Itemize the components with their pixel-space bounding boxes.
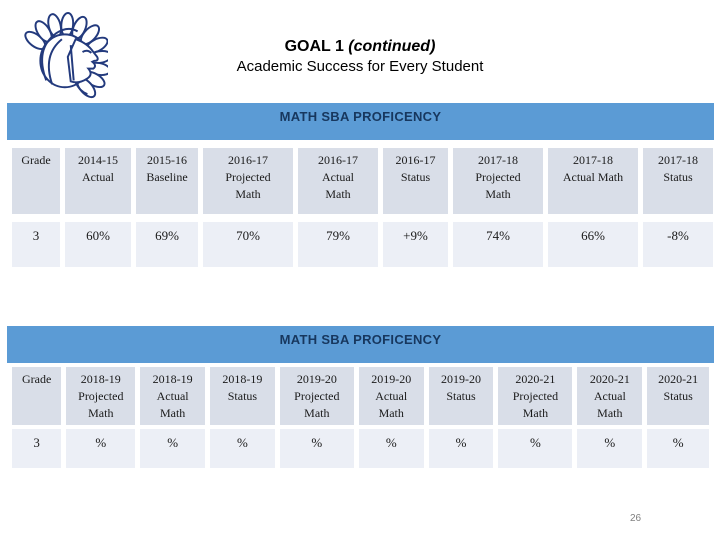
slide-subtitle: Academic Success for Every Student bbox=[236, 58, 484, 75]
slide-title: GOAL 1 (continued) Academic Success for … bbox=[0, 37, 720, 77]
header-cell: 2019-20 Actual Math bbox=[358, 367, 424, 425]
title-goal-text: GOAL 1 bbox=[284, 38, 344, 55]
cell-value: 69% bbox=[136, 222, 198, 267]
header-cell-grade: Grade bbox=[12, 367, 62, 425]
cell-value: % bbox=[210, 429, 275, 468]
math-sba-section-2: MATH SBA PROFICENCY Grade 2018-19 Projec… bbox=[7, 326, 714, 472]
table2-banner: MATH SBA PROFICENCY bbox=[7, 326, 714, 363]
header-cell: 2018-19 Actual Math bbox=[140, 367, 206, 425]
page-number: 26 bbox=[630, 513, 642, 524]
table2-header-row: Grade 2018-19 Projected Math 2018-19 Act… bbox=[12, 367, 709, 425]
cell-grade: 3 bbox=[12, 222, 60, 267]
cell-value: 70% bbox=[203, 222, 293, 267]
header-cell: 2020-21 Status bbox=[647, 367, 709, 425]
slide-title-line1: GOAL 1 (continued) bbox=[0, 37, 720, 57]
cell-value: % bbox=[498, 429, 573, 468]
header-cell: 2017-18 Projected Math bbox=[453, 148, 543, 214]
header-cell: 2016-17 Status bbox=[383, 148, 448, 214]
title-continued-text: (continued) bbox=[343, 38, 436, 55]
cell-value: 66% bbox=[548, 222, 638, 267]
header-cell: 2014-15 Actual bbox=[65, 148, 131, 214]
cell-value: 79% bbox=[298, 222, 378, 267]
cell-value: +9% bbox=[383, 222, 448, 267]
header-cell: 2017-18 Status bbox=[643, 148, 713, 214]
header-cell: 2016-17 Projected Math bbox=[203, 148, 293, 214]
header-cell: 2015-16 Baseline bbox=[136, 148, 198, 214]
cell-value: % bbox=[577, 429, 643, 468]
math-sba-table-1: Grade 2014-15 Actual 2015-16 Baseline 20… bbox=[7, 140, 718, 275]
cell-value: % bbox=[66, 429, 136, 468]
header-cell-grade: Grade bbox=[12, 148, 60, 214]
cell-value: -8% bbox=[643, 222, 713, 267]
table1-data-row: 3 60% 69% 70% 79% +9% 74% 66% -8% bbox=[12, 222, 713, 267]
spartan-logo-icon bbox=[24, 11, 108, 99]
cell-value: % bbox=[358, 429, 424, 468]
header-cell: 2019-20 Projected Math bbox=[279, 367, 354, 425]
cell-grade: 3 bbox=[12, 429, 62, 468]
header-cell: 2018-19 Status bbox=[210, 367, 275, 425]
cell-value: % bbox=[647, 429, 709, 468]
header-cell: 2020-21 Actual Math bbox=[577, 367, 643, 425]
header-cell: 2019-20 Status bbox=[428, 367, 494, 425]
header-cell: 2017-18 Actual Math bbox=[548, 148, 638, 214]
math-sba-section-1: MATH SBA PROFICENCY Grade 2014-15 Actual… bbox=[7, 103, 714, 275]
cell-value: 74% bbox=[453, 222, 543, 267]
table1-banner: MATH SBA PROFICENCY bbox=[7, 103, 714, 140]
header-cell: 2020-21 Projected Math bbox=[498, 367, 573, 425]
table1-header-row: Grade 2014-15 Actual 2015-16 Baseline 20… bbox=[12, 148, 713, 214]
cell-value: % bbox=[279, 429, 354, 468]
header-cell: 2016-17 Actual Math bbox=[298, 148, 378, 214]
header-cell: 2018-19 Projected Math bbox=[66, 367, 136, 425]
table2-data-row: 3 % % % % % % % % % bbox=[12, 429, 709, 468]
cell-value: % bbox=[428, 429, 494, 468]
cell-value: % bbox=[140, 429, 206, 468]
cell-value: 60% bbox=[65, 222, 131, 267]
math-sba-table-2: Grade 2018-19 Projected Math 2018-19 Act… bbox=[7, 363, 714, 472]
